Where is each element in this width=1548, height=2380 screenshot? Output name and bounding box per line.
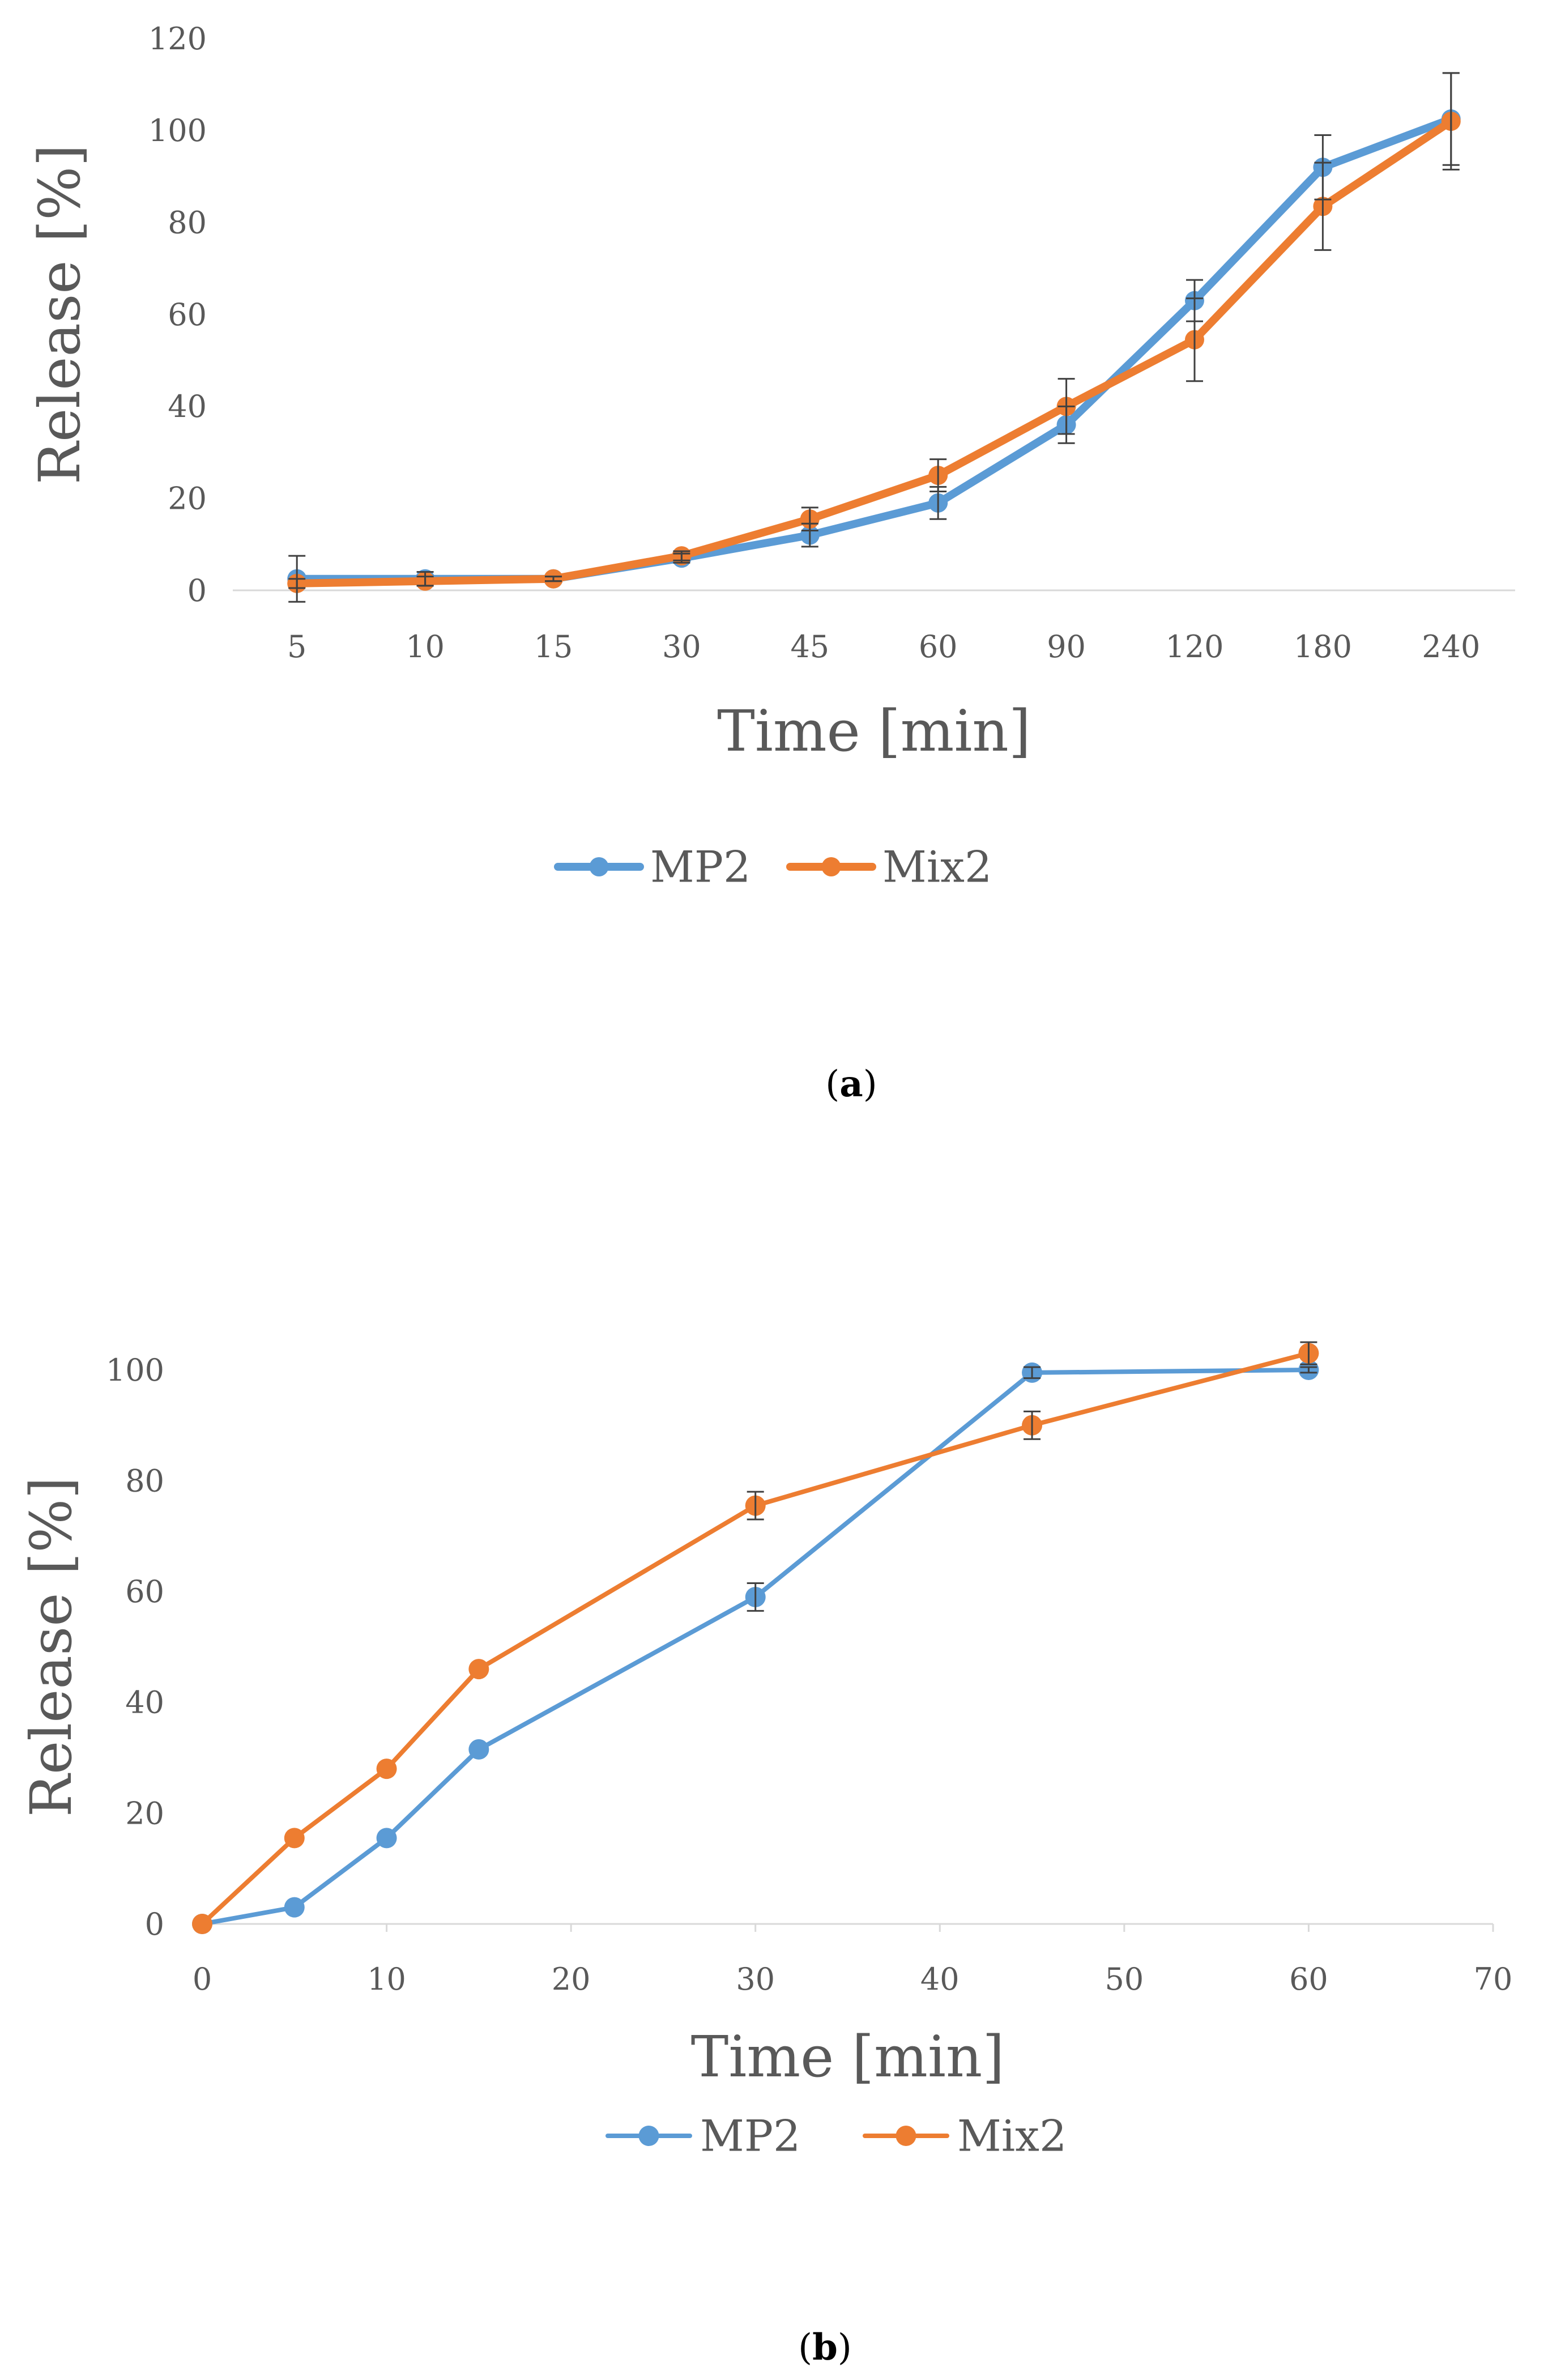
y-tick-label: 120 bbox=[148, 21, 207, 57]
y-tick-label: 100 bbox=[106, 1352, 164, 1388]
error-bar-mix2 bbox=[801, 506, 818, 531]
error-bar-mix2 bbox=[1186, 297, 1203, 382]
x-tick-label: 15 bbox=[534, 629, 573, 665]
y-tick-label: 0 bbox=[145, 1906, 164, 1942]
legend-item-mp2: MP2 bbox=[554, 842, 750, 892]
error-bar-mix2 bbox=[1024, 1410, 1041, 1440]
x-tick-label: 120 bbox=[1165, 629, 1223, 665]
figure-caption: (b) bbox=[798, 2326, 852, 2369]
y-tick-label: 60 bbox=[168, 297, 207, 333]
y-tick-label: 80 bbox=[168, 205, 207, 241]
x-axis-title: Time [min] bbox=[691, 2024, 1005, 2090]
error-bar-mix2 bbox=[1300, 1341, 1317, 1365]
data-point-mix2 bbox=[284, 1828, 305, 1849]
series-line-mix2 bbox=[200, 1351, 1311, 1926]
y-axis-title: Release [%] bbox=[27, 144, 93, 485]
data-point-mp2 bbox=[376, 1828, 397, 1849]
error-bar-mix2 bbox=[1057, 378, 1075, 435]
legend: MP2 Mix2 bbox=[554, 842, 992, 892]
y-tick-label: 40 bbox=[125, 1685, 164, 1721]
series-mp2 bbox=[287, 109, 1461, 589]
x-tick-label: 45 bbox=[790, 629, 829, 665]
legend-label: Mix2 bbox=[882, 842, 992, 892]
legend-swatch-marker bbox=[895, 2126, 916, 2146]
error-bar-mix2 bbox=[1314, 161, 1332, 251]
x-tick-label: 50 bbox=[1105, 1961, 1144, 1997]
x-tick-label: 10 bbox=[406, 629, 445, 665]
y-tick-label: 100 bbox=[148, 113, 207, 148]
error-bar-mp2 bbox=[1300, 1366, 1317, 1374]
caption-open: ( bbox=[825, 1063, 839, 1105]
x-tick-label: 30 bbox=[736, 1961, 775, 1997]
legend-swatch-marker bbox=[821, 857, 841, 876]
error-bar-mix2 bbox=[288, 578, 306, 589]
legend-item-mix2: Mix2 bbox=[786, 842, 992, 892]
series-line-mix2 bbox=[293, 117, 1455, 587]
legend-swatch-marker bbox=[638, 2126, 659, 2146]
x-tick-label: 180 bbox=[1294, 629, 1352, 665]
series-line-mp2 bbox=[200, 1368, 1311, 1926]
legend-swatch-marker bbox=[589, 857, 609, 876]
y-tick-label: 20 bbox=[168, 481, 207, 517]
caption-open: ( bbox=[798, 2327, 812, 2369]
legend-label: MP2 bbox=[650, 842, 750, 892]
y-tick-label: 20 bbox=[125, 1795, 164, 1831]
y-tick-label: 60 bbox=[125, 1574, 164, 1610]
legend-item-mp2: MP2 bbox=[605, 2111, 800, 2161]
data-point-mp2 bbox=[468, 1739, 489, 1760]
x-tick-label: 10 bbox=[367, 1961, 406, 1997]
data-point-mp2 bbox=[284, 1897, 305, 1918]
error-bar-mix2 bbox=[1442, 72, 1460, 171]
legend: MP2 Mix2 bbox=[605, 2111, 1067, 2161]
series-mix2 bbox=[192, 1343, 1319, 1934]
x-tick-label: 70 bbox=[1474, 1961, 1513, 1997]
chart-b: 0 20 40 60 80 100 0 10 20 30 40 50 60 70 Time [min] Rel… bbox=[18, 1341, 1513, 2369]
series-line-mp2 bbox=[293, 115, 1455, 583]
error-bar-mix2 bbox=[545, 576, 562, 582]
error-bar-mix2 bbox=[416, 576, 434, 587]
error-bar-mp2 bbox=[1024, 1366, 1041, 1380]
x-tick-label: 90 bbox=[1047, 629, 1086, 665]
series-mp2 bbox=[192, 1360, 1319, 1934]
data-point-mix2 bbox=[192, 1914, 212, 1934]
error-bar-mp2 bbox=[747, 1582, 764, 1612]
x-tick-label: 20 bbox=[552, 1961, 591, 1997]
data-point-mix2 bbox=[376, 1759, 397, 1779]
caption-close: ) bbox=[863, 1063, 877, 1105]
x-tick-label: 40 bbox=[920, 1961, 959, 1997]
x-axis-title: Time [min] bbox=[717, 698, 1031, 764]
x-tick-label: 0 bbox=[193, 1961, 212, 1997]
x-tick-label: 5 bbox=[287, 629, 306, 665]
data-point-mix2 bbox=[468, 1659, 489, 1680]
x-tick-label: 60 bbox=[1289, 1961, 1328, 1997]
y-tick-label: 0 bbox=[187, 573, 207, 608]
error-bar-mix2 bbox=[929, 458, 947, 492]
caption-close: ) bbox=[838, 2327, 852, 2369]
legend-label: MP2 bbox=[700, 2111, 800, 2161]
error-bar-mix2 bbox=[747, 1491, 764, 1521]
y-tick-label: 40 bbox=[168, 389, 207, 424]
caption-letter: b bbox=[812, 2326, 838, 2369]
x-tick-label: 60 bbox=[919, 629, 958, 665]
y-tick-label: 80 bbox=[125, 1463, 164, 1499]
caption-letter: a bbox=[839, 1063, 863, 1105]
legend-label: Mix2 bbox=[957, 2111, 1067, 2161]
x-tick-label: 30 bbox=[662, 629, 701, 665]
chart-a: 0 20 40 60 80 100 120 5 10 15 30 45 60 90 120 180 240 Tim… bbox=[27, 21, 1515, 1105]
x-tick-label: 240 bbox=[1422, 629, 1480, 665]
figure-caption: (a) bbox=[825, 1063, 877, 1105]
y-axis-title: Release [%] bbox=[18, 1477, 84, 1817]
legend-item-mix2: Mix2 bbox=[863, 2111, 1067, 2161]
error-bar-mix2 bbox=[673, 550, 690, 561]
